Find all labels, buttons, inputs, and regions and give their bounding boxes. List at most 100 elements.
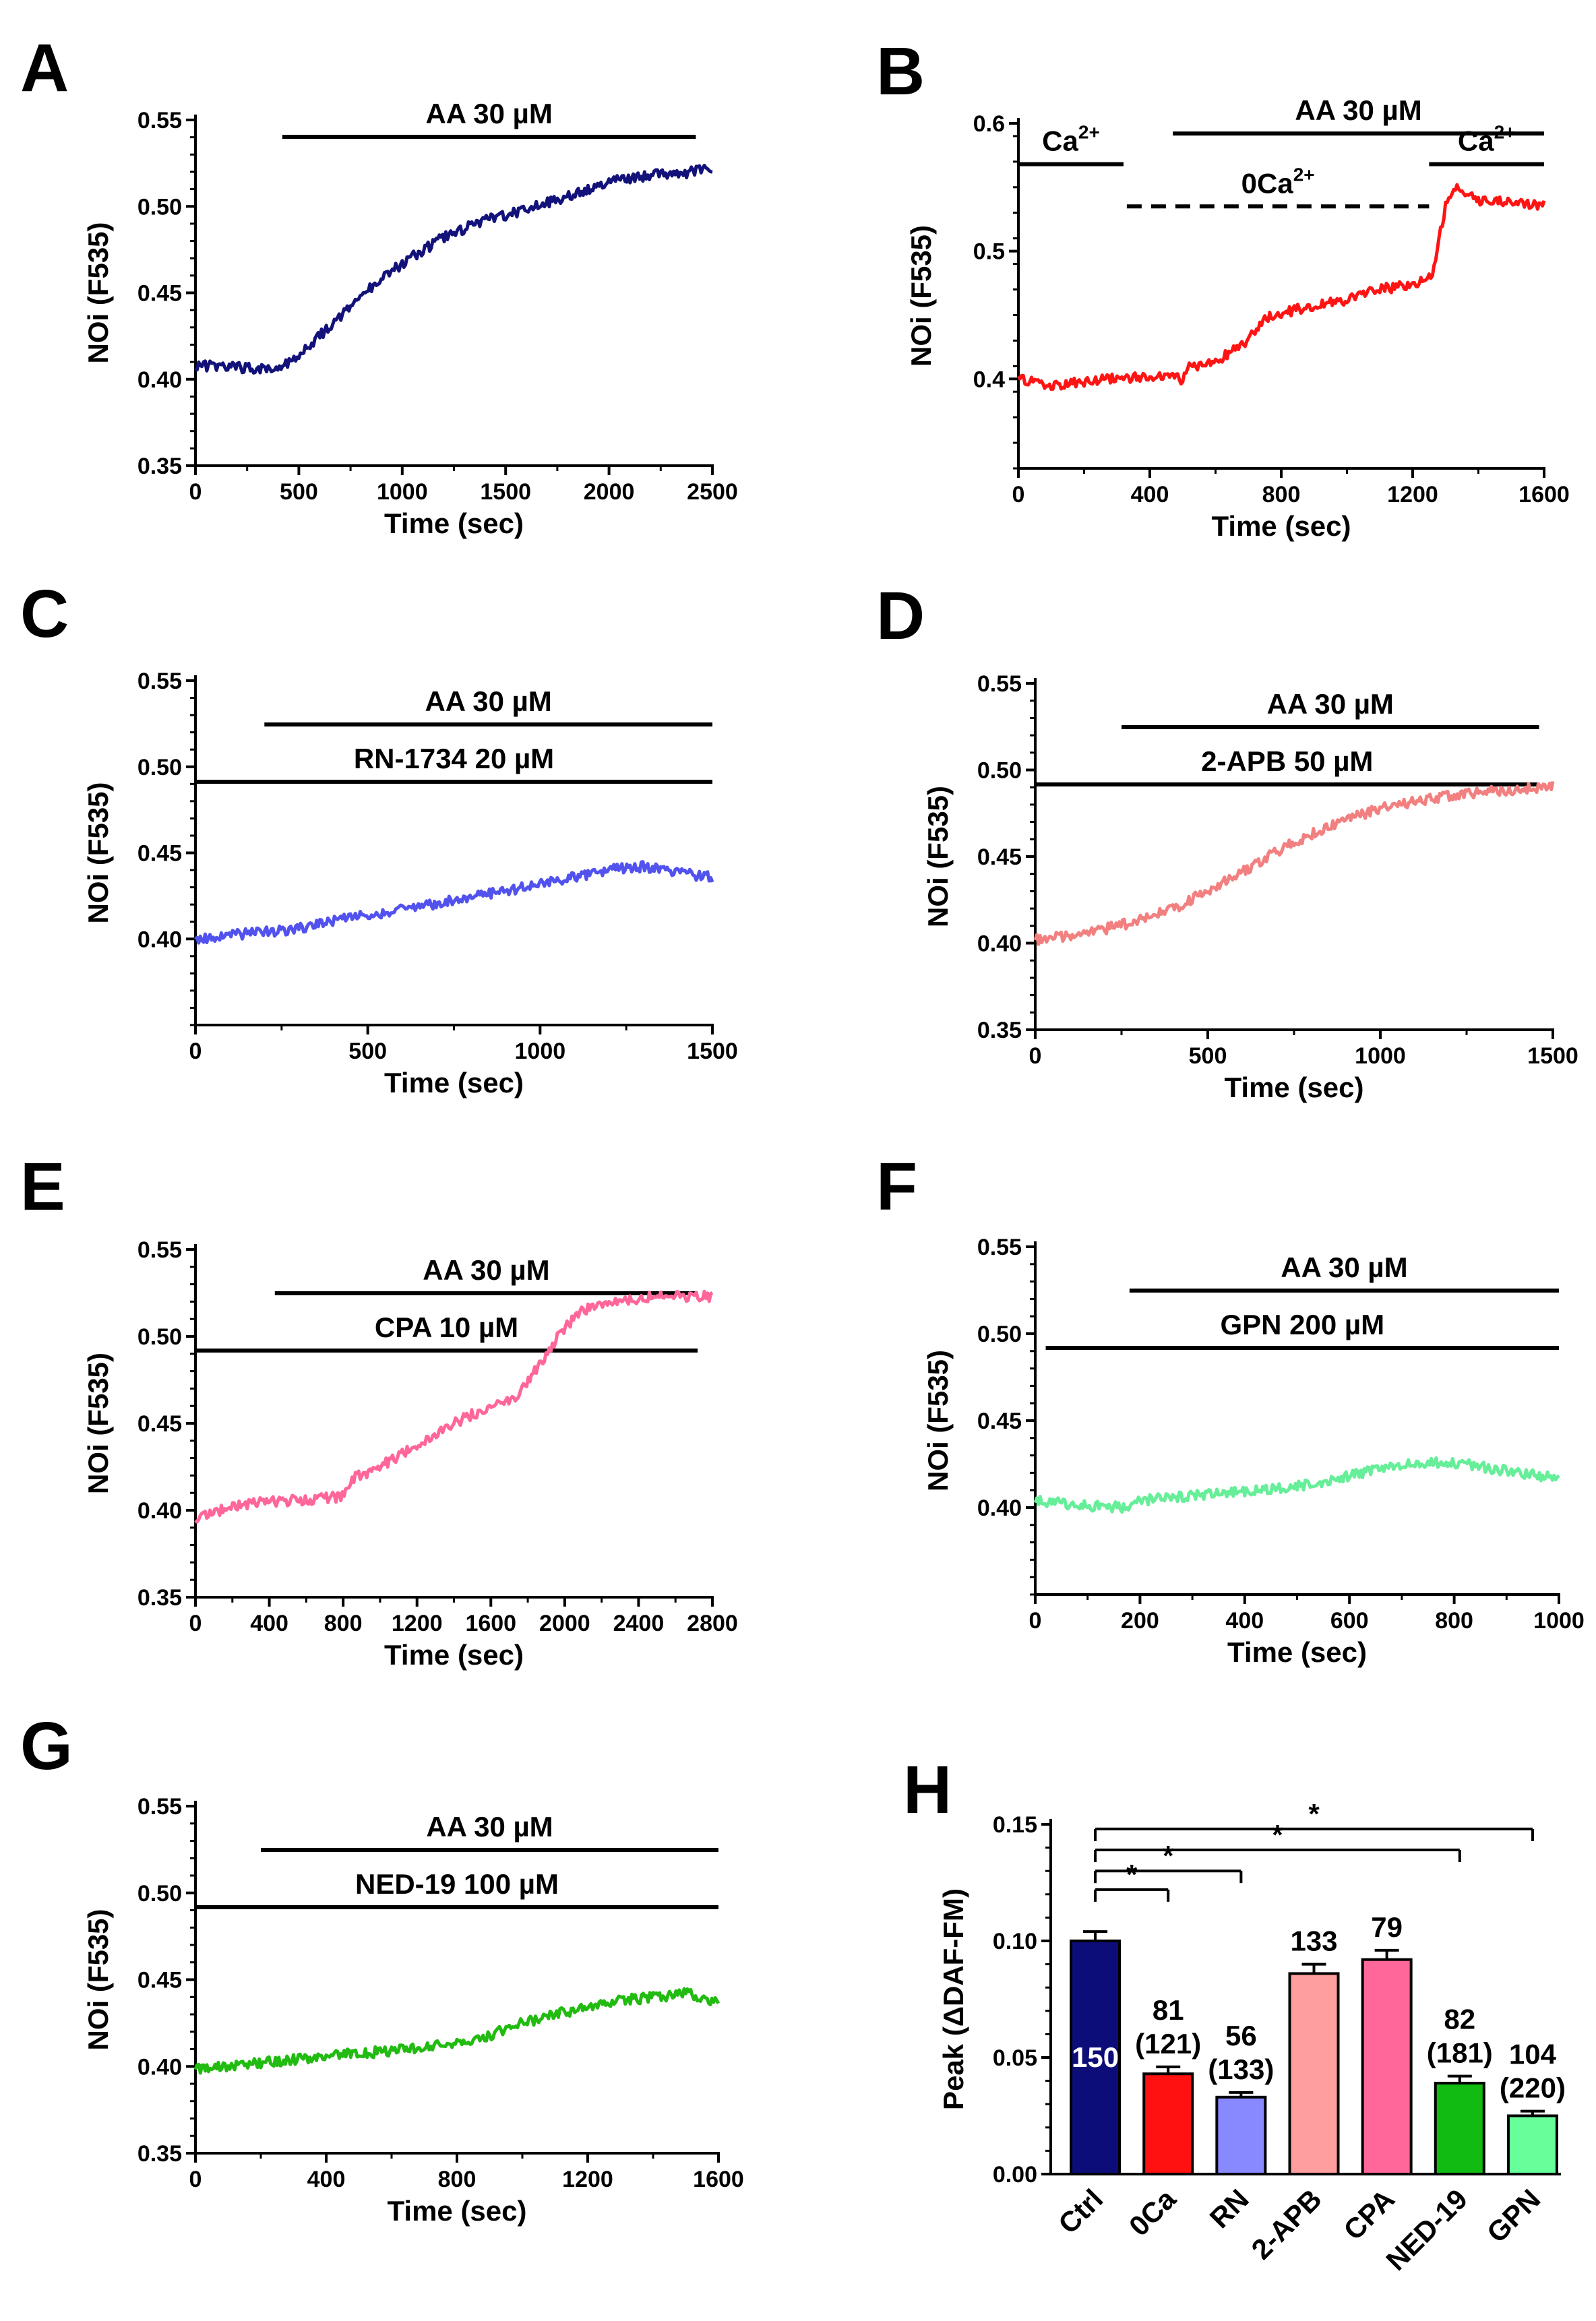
- x-tick-label: 1600: [693, 2167, 744, 2192]
- x-tick-label: 2000: [539, 1611, 590, 1636]
- y-tick-label: 0.10: [993, 1929, 1037, 1954]
- significance-star: *: [1308, 1798, 1320, 1830]
- y-axis-label: NOi (F535): [922, 786, 954, 927]
- treatment-label: AA 30 µM: [1295, 94, 1421, 126]
- bar: [1142, 2072, 1194, 2175]
- n-label-secondary: (133): [1208, 2053, 1274, 2085]
- y-tick-label: 0.50: [137, 1881, 182, 1907]
- panel-a: A 0 500 1000 1500 2000 2500 0.35 0.40 0.45 0.50 0.5…: [20, 30, 738, 539]
- treatment-bar: AA 30 µM: [1122, 688, 1539, 729]
- x-tick-label: 600: [1330, 1608, 1369, 1634]
- y-tick-label: 0.45: [137, 281, 182, 307]
- trace-line: [1033, 781, 1555, 946]
- x-tick-label: 2000: [584, 479, 635, 505]
- x-tick-label: 1000: [1533, 1608, 1585, 1634]
- y-tick-label: 0.45: [137, 841, 182, 867]
- treatment-bar: AA 30 µM: [1173, 94, 1544, 136]
- panel-letter: E: [20, 1149, 65, 1225]
- treatment-label: AA 30 µM: [426, 1811, 553, 1843]
- x-tick-label: 0: [189, 479, 202, 505]
- y-axis-label: NOi (F535): [82, 782, 114, 923]
- x-tick-label: 1600: [1518, 482, 1570, 507]
- trace-line: [194, 1289, 714, 1524]
- bar: [1434, 2082, 1485, 2176]
- x-tick-label: 800: [1435, 1608, 1473, 1634]
- y-tick-label: 0.50: [137, 1324, 182, 1350]
- treatment-bar: AA 30 µM: [261, 1811, 718, 1852]
- significance-star: *: [1272, 1819, 1283, 1851]
- trace-line: [1033, 1456, 1560, 1514]
- significance-bracket: *: [1094, 1859, 1170, 1902]
- y-tick-label: 0.55: [137, 1237, 182, 1263]
- bar: [1288, 1972, 1340, 2175]
- trace-line: [193, 1987, 720, 2075]
- x-tick-label: 1500: [480, 479, 531, 505]
- n-label-secondary: (220): [1500, 2072, 1566, 2104]
- treatment-bar: AA 30 µM: [264, 685, 712, 726]
- panel-e: E 0 400 800 1200 1600 2000 2400 2800 0.35 0.40 0.45…: [20, 1149, 738, 1671]
- x-tick-label: 1600: [465, 1611, 516, 1636]
- treatment-label: AA 30 µM: [425, 685, 551, 717]
- treatment-bar: 2-APB 50 µM: [1035, 745, 1539, 786]
- trace-line: [1016, 183, 1546, 392]
- x-tick-label: 0: [189, 2167, 202, 2192]
- treatment-label: AA 30 µM: [1281, 1251, 1407, 1283]
- x-tick-label: 800: [324, 1611, 363, 1636]
- x-tick-label: 1200: [562, 2167, 613, 2192]
- y-axis-label: NOi (F535): [82, 222, 114, 363]
- x-axis-label: Time (sec): [1225, 1072, 1364, 1103]
- x-tick-label: 1500: [687, 1039, 738, 1064]
- panel-letter: H: [903, 1752, 952, 1828]
- category-label: 2-APB: [1246, 2183, 1328, 2265]
- y-axis-label: Peak (ΔDAF-FM): [938, 1888, 969, 2110]
- y-tick-label: 0.55: [137, 108, 182, 133]
- x-axis-label: Time (sec): [388, 2195, 527, 2227]
- n-label: 150: [1072, 2041, 1119, 2073]
- treatment-label: NED-19 100 µM: [355, 1868, 559, 1900]
- bar: [1215, 2095, 1267, 2176]
- x-tick-label: 0: [189, 1039, 202, 1064]
- panel-letter: B: [876, 34, 925, 109]
- y-axis-label: NOi (F535): [905, 225, 937, 367]
- n-label: 82: [1444, 2004, 1475, 2035]
- panel-d: D 0 500 1000 1500 0.35 0.40 0.45 0.50 0.55 Time (s…: [876, 578, 1578, 1103]
- x-tick-label: 400: [250, 1611, 288, 1636]
- treatment-bar: AA 30 µM: [1129, 1251, 1559, 1293]
- x-tick-label: 400: [1131, 482, 1169, 507]
- significance-star: *: [1163, 1840, 1174, 1871]
- y-tick-label: 0.55: [977, 1235, 1022, 1260]
- treatment-label: AA 30 µM: [425, 98, 552, 129]
- treatment-label: 2-APB 50 µM: [1201, 745, 1373, 777]
- treatment-label: AA 30 µM: [423, 1254, 549, 1286]
- treatment-bar: Ca2+: [1429, 122, 1544, 166]
- y-tick-label: 0.00: [993, 2162, 1037, 2188]
- treatment-bar: 0Ca2+: [1126, 164, 1430, 209]
- y-tick-label: 0.40: [137, 2054, 182, 2080]
- x-tick-label: 1000: [377, 479, 428, 505]
- x-axis-label: Time (sec): [1212, 510, 1351, 542]
- panel-letter: C: [20, 576, 69, 652]
- x-tick-label: 800: [438, 2167, 477, 2192]
- n-label: 104: [1509, 2039, 1557, 2070]
- treatment-bar: GPN 200 µM: [1045, 1309, 1559, 1350]
- panel-letter: A: [20, 30, 69, 106]
- x-tick-label: 0: [1012, 482, 1025, 507]
- y-tick-label: 0.55: [137, 669, 182, 694]
- bar: [1361, 1958, 1413, 2175]
- n-label: 81: [1153, 1994, 1184, 2026]
- x-axis-label: Time (sec): [1227, 1636, 1367, 1668]
- y-tick-label: 0.35: [137, 454, 182, 479]
- n-label-secondary: (121): [1135, 2028, 1201, 2060]
- treatment-bar: RN-1734 20 µM: [195, 743, 712, 784]
- y-tick-label: 0.15: [993, 1812, 1037, 1838]
- y-tick-label: 0.40: [977, 931, 1022, 957]
- treatment-bar: CPA 10 µM: [195, 1311, 698, 1353]
- bar: [1070, 1940, 1122, 2175]
- panel-c: C 0 500 1000 1500 0.40 0.45 0.50 0.55 Time (sec) N…: [20, 576, 738, 1098]
- x-tick-label: 2500: [687, 479, 738, 505]
- y-tick-label: 0.45: [977, 1409, 1022, 1434]
- x-tick-label: 1500: [1527, 1043, 1578, 1069]
- x-tick-label: 500: [348, 1039, 387, 1064]
- x-axis-label: Time (sec): [384, 1639, 524, 1671]
